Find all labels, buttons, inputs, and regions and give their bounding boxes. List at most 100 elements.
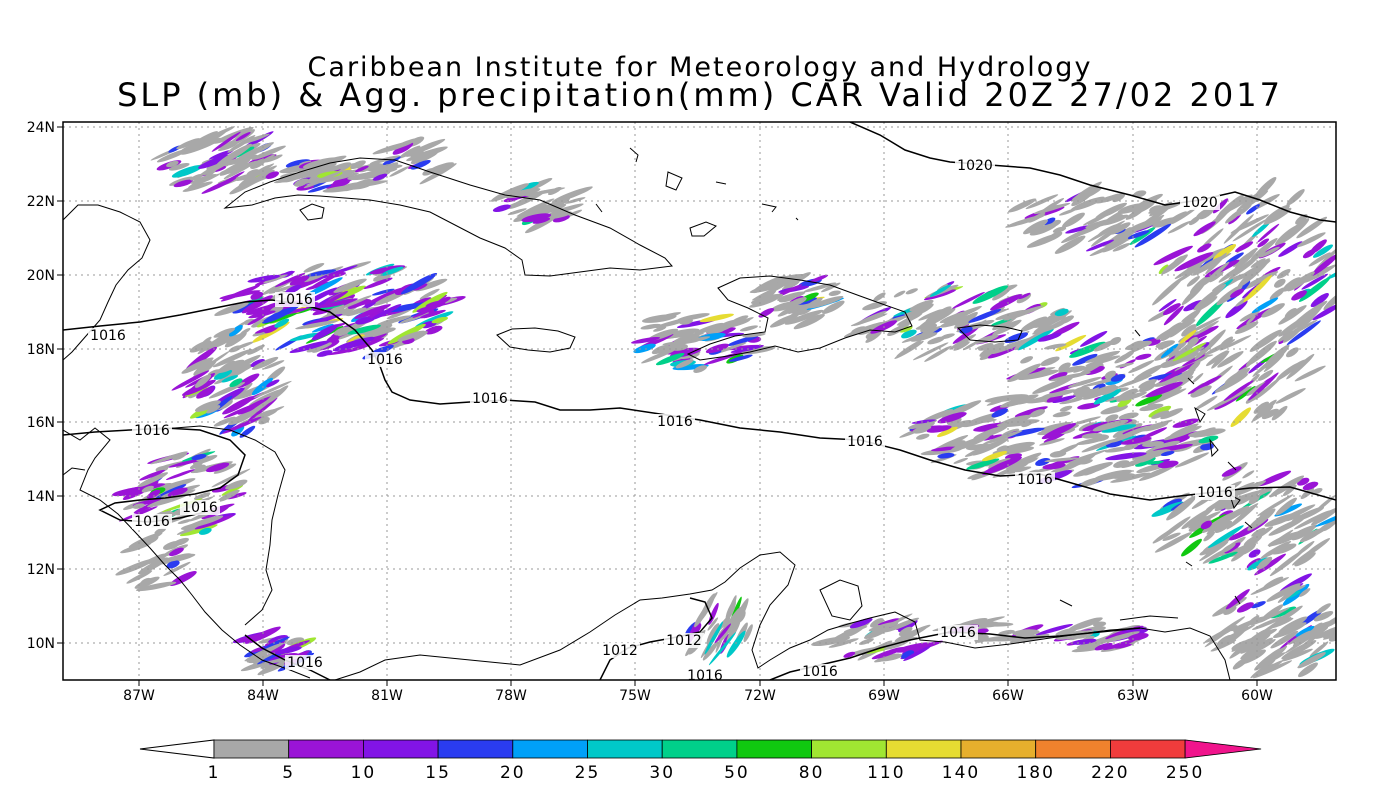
precip-cell [1299,528,1323,543]
precip-cell [918,308,944,321]
precip-cell [1134,223,1172,248]
precip-cell [197,336,223,355]
precip-cell [1093,469,1133,481]
precip-cell [941,400,982,419]
precip-cell [954,311,978,329]
precip-cell [166,160,179,168]
precip-cell [1049,372,1091,382]
precip-cell [952,325,980,344]
colorbar-label: 20 [500,763,526,783]
precip-cell [1248,549,1261,558]
precip-cell [1230,407,1252,427]
precip-cell [1286,319,1318,338]
precip-cell [157,478,196,492]
precip-cell [1317,620,1336,629]
precip-cell [1125,340,1152,351]
isle-of-youth-coastline [299,203,325,221]
precip-cell [1257,556,1273,570]
precip-cell [1295,625,1315,637]
precip-cell [992,287,1011,301]
colorbar-segment [587,739,663,759]
precip-cell [1028,212,1046,223]
precip-cell [1139,455,1156,463]
precip-cell [1241,190,1269,211]
precip-cell [905,288,918,295]
precip-cell [1157,388,1176,399]
precip-cell [1248,372,1279,401]
precip-cell [1250,258,1266,268]
isobar-label: 1016 [90,328,126,344]
precip-cell [1135,394,1163,407]
isobar-label: 1016 [134,514,170,530]
precip-cell [1191,385,1212,398]
lon-tick-label: 84W [247,688,279,704]
precip-cell [1295,214,1308,225]
precip-cell [1241,271,1279,290]
precip-cell [1257,238,1270,248]
precip-cell [266,366,286,382]
precip-cell [1206,393,1240,411]
precip-cell [699,313,734,323]
precip-cell [191,453,207,461]
precip-cell [354,304,391,319]
precip-cell [1029,223,1058,236]
precip-cell [302,157,338,169]
precip-cell [173,179,193,188]
precip-cell [1201,511,1238,533]
precip-cell [1201,228,1224,249]
lesser-antilles [1059,329,1253,607]
precip-cell [1219,335,1252,351]
precip-cell [686,336,711,343]
precip-cell [169,176,194,186]
precip-cell [1105,226,1141,248]
precip-cell [1271,543,1297,555]
precip-cell [1194,320,1219,336]
precip-cell [168,163,190,171]
colorbar-label: 5 [282,763,295,783]
precip-cell [1300,487,1315,500]
precip-cell [419,309,446,319]
precip-cell [262,304,300,324]
precip-cell [373,274,391,282]
precip-cell [937,412,967,424]
precip-cell [221,484,244,496]
precip-cell [424,325,443,335]
precip-cell [1062,212,1085,228]
precip-cell [1284,631,1319,654]
precip-cell [213,369,233,380]
precip-cell [1221,543,1236,553]
precip-cell [490,183,529,202]
precip-cell [187,131,218,149]
precip-cell [864,627,890,639]
south-america-coastline [334,551,1231,680]
precip-cell [1181,369,1195,382]
precip-cell [1058,362,1071,372]
precip-cell [966,458,1000,470]
lon-tick-label: 60W [1241,688,1273,704]
precip-cell [940,333,955,340]
precip-cell [382,156,401,165]
precip-cell [1142,422,1169,432]
precip-cell [903,645,931,662]
precip-cell [266,379,280,388]
precip-cell [1219,336,1234,349]
precip-cell [984,394,1029,403]
precip-cell [898,626,913,637]
precip-cell [894,642,932,653]
precip-cell [1101,424,1137,433]
precip-cell [979,342,1005,357]
precip-cell [1118,412,1139,420]
precip-cell [231,425,245,437]
nicaragua-coastline [149,425,286,626]
precip-cell [883,641,908,650]
precip-cell [1268,517,1305,536]
precip-cell [694,322,724,335]
precip-cell [843,651,856,658]
precip-cell [1267,652,1286,663]
precip-cell [1196,208,1210,219]
precip-cell [274,318,290,328]
precip-cell [911,419,936,424]
precip-cell [252,321,290,343]
precip-cell [896,339,922,357]
